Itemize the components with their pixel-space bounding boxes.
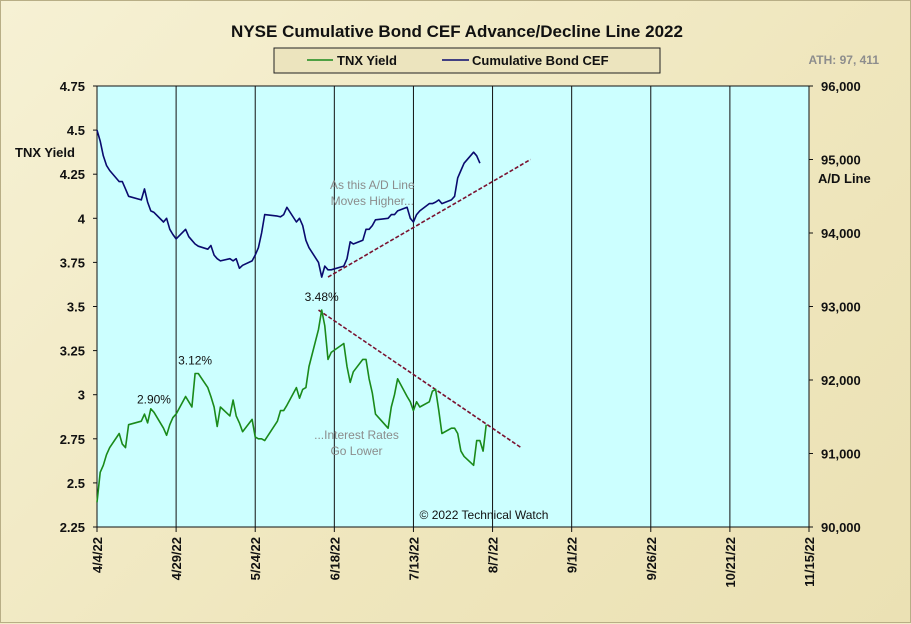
x-tick-label: 9/26/22 — [644, 537, 659, 580]
right-tick-label: 93,000 — [821, 300, 861, 315]
left-tick-label: 3.75 — [60, 255, 85, 270]
left-tick-label: 4.75 — [60, 79, 85, 94]
series-line-cumulative-bond-cef — [96, 129, 481, 278]
left-tick-label: 3.5 — [67, 300, 85, 315]
left-tick-label: 4.25 — [60, 167, 85, 182]
left-axis-label: TNX Yield — [15, 145, 75, 160]
trendline-layer — [318, 158, 531, 449]
x-tick-label: 11/15/22 — [802, 537, 817, 587]
x-tick-label: 6/18/22 — [327, 537, 342, 580]
right-tick-label: 92,000 — [821, 373, 861, 388]
annotation-peak-label: 3.12% — [178, 354, 212, 368]
left-tick-label: 3 — [78, 388, 85, 403]
left-tick-label: 2.5 — [67, 476, 85, 491]
left-tick-label: 2.75 — [60, 432, 85, 447]
copyright-note: © 2022 Technical Watch — [420, 508, 549, 522]
annotation-note-line: Go Lower — [330, 444, 382, 458]
x-tick-label: 8/7/22 — [486, 537, 501, 573]
left-tick-label: 2.25 — [60, 520, 85, 535]
grid-layer — [175, 86, 731, 527]
ad-trendline — [327, 158, 531, 278]
right-tick-label: 91,000 — [821, 447, 861, 462]
annotation-peak-label: 2.90% — [137, 392, 171, 406]
annotation-note-line: As this A/D Line — [330, 178, 415, 192]
x-tick-label: 9/1/22 — [565, 537, 580, 573]
annotation-layer: 3.48% 3.12% 2.90% As this A/D Line Moves Hig… — [137, 178, 415, 458]
legend: TNX Yield Cumulative Bond CEF — [273, 47, 661, 74]
tick-layer: 4/4/22 4/29/22 5/24/22 6/18/22 7/13/22 8/7/22… — [60, 79, 861, 588]
yield-trendline — [318, 309, 522, 449]
right-tick-label: 95,000 — [821, 153, 861, 168]
legend-label-cef: Cumulative Bond CEF — [472, 53, 609, 68]
left-tick-label: 4 — [78, 211, 86, 226]
x-tick-label: 4/4/22 — [90, 537, 105, 573]
annotation-note-line: ...Interest Rates — [314, 428, 399, 442]
x-tick-label: 4/29/22 — [169, 537, 184, 580]
legend-label-tnx: TNX Yield — [337, 53, 397, 68]
x-tick-label: 7/13/22 — [406, 537, 421, 580]
ath-label: ATH: 97, 411 — [809, 53, 880, 67]
series-layer — [96, 129, 487, 503]
annotation-peak-label: 3.48% — [305, 290, 339, 304]
series-line-tnx-yield — [96, 309, 487, 503]
x-tick-label: 10/21/22 — [723, 537, 738, 588]
right-tick-label: 96,000 — [821, 79, 861, 94]
annotation-note-line: Moves Higher... — [331, 194, 414, 208]
right-tick-label: 90,000 — [821, 520, 861, 535]
x-tick-label: 5/24/22 — [248, 537, 263, 580]
left-tick-label: 3.25 — [60, 344, 85, 359]
right-tick-label: 94,000 — [821, 226, 861, 241]
plot-area — [96, 85, 810, 528]
chart-title: NYSE Cumulative Bond CEF Advance/Decline… — [231, 22, 683, 41]
right-axis-label: A/D Line — [818, 171, 871, 186]
left-tick-label: 4.5 — [67, 123, 85, 138]
